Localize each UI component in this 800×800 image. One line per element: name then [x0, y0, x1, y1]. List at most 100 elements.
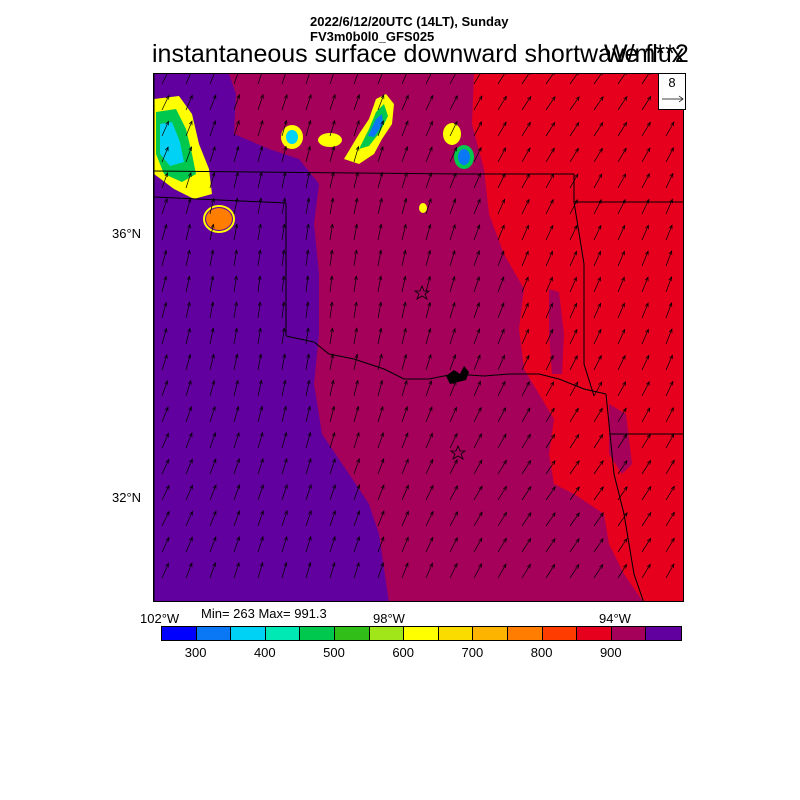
wind-vector: [353, 94, 360, 111]
wind-vector: [401, 74, 407, 85]
wind-vector: [329, 562, 335, 579]
wind-vector: [545, 96, 556, 111]
wind-vector-head: [575, 512, 580, 517]
wind-vector: [209, 406, 216, 423]
wind-vector-head: [476, 354, 481, 360]
wind-vector: [233, 562, 240, 579]
wind-vector-head: [189, 510, 193, 516]
wind-vector: [185, 146, 192, 163]
wind-vector-head: [429, 458, 434, 464]
wind-vector-head: [281, 275, 286, 281]
wind-vector-head: [380, 94, 385, 100]
wind-vector: [569, 303, 577, 319]
wind-vector-head: [670, 146, 674, 152]
wind-vector: [233, 120, 240, 137]
wind-vector-head: [165, 432, 169, 438]
wind-vector: [449, 537, 458, 553]
wind-vector: [209, 380, 215, 397]
wind-vector: [209, 276, 214, 293]
wind-vector-head: [501, 198, 505, 204]
wind-vector-head: [428, 406, 433, 412]
wind-vector: [377, 458, 385, 475]
colorbar-tick-label: 300: [184, 645, 207, 660]
wind-vector: [665, 512, 675, 527]
wind-vector: [377, 432, 384, 449]
wind-vector: [449, 485, 458, 501]
wind-vector: [185, 406, 192, 423]
wind-vector: [281, 94, 288, 111]
wind-vector: [497, 433, 507, 449]
wind-vector-head: [551, 486, 556, 491]
wind-vector: [377, 94, 385, 111]
wind-vector: [209, 146, 216, 163]
wind-vector-head: [330, 197, 335, 203]
wind-vector-head: [356, 94, 360, 99]
wind-vector-head: [574, 407, 579, 413]
wind-vector-head: [165, 510, 170, 516]
kansas-oklahoma-border: [154, 170, 574, 175]
wind-vector: [473, 433, 482, 449]
wind-vector-head: [551, 538, 556, 543]
wind-vector-head: [306, 379, 311, 385]
wind-vector-head: [210, 327, 215, 333]
wind-vector-head: [623, 121, 628, 127]
wind-vector-head: [669, 380, 674, 386]
wind-vector: [353, 354, 358, 371]
wind-vector: [593, 277, 601, 293]
wind-vector: [305, 250, 309, 267]
wind-vector: [185, 224, 191, 241]
wind-vector: [233, 276, 237, 293]
wind-vector-head: [284, 93, 288, 99]
wind-vector-head: [429, 94, 434, 100]
wind-vector: [593, 381, 603, 397]
wind-vector: [353, 224, 358, 241]
cloud-cell-north-b: [318, 133, 342, 147]
wind-vector: [281, 74, 286, 85]
oklahoma-east-border: [573, 174, 595, 397]
wind-vector-head: [621, 250, 625, 256]
wind-vector-head: [599, 538, 604, 543]
wind-vector: [569, 460, 580, 475]
wind-vector-head: [188, 562, 193, 568]
wind-vector: [233, 458, 240, 475]
wind-vector: [497, 199, 505, 215]
wind-vector-head: [283, 119, 288, 125]
wind-vector: [281, 198, 286, 215]
wind-vector: [521, 303, 529, 319]
wind-vector-head: [527, 485, 532, 491]
wind-vector-head: [307, 405, 311, 411]
wind-vector: [641, 512, 652, 527]
wind-vector: [305, 484, 312, 501]
wind-vector-head: [331, 405, 335, 411]
wind-vector: [497, 74, 505, 85]
wind-vector-head: [188, 406, 192, 411]
wind-vector-head: [378, 275, 383, 281]
wind-vector: [185, 562, 193, 579]
wind-vector-head: [428, 146, 433, 152]
wind-vector: [545, 225, 554, 241]
wind-vector: [257, 354, 262, 371]
wind-vector-head: [211, 379, 216, 385]
wind-vector-head: [526, 407, 531, 413]
wind-vector: [329, 146, 335, 163]
wind-vector: [521, 251, 529, 267]
wind-vector: [497, 225, 505, 241]
wind-vector: [257, 74, 262, 85]
wind-vector-head: [478, 563, 483, 568]
wind-vector-head: [645, 381, 650, 386]
wind-vector: [161, 121, 169, 137]
colorbar-tick-label: 900: [599, 645, 622, 660]
wind-vector: [281, 302, 285, 319]
wind-vector-head: [645, 354, 650, 360]
wind-vector: [617, 460, 628, 475]
wind-vector: [641, 74, 649, 85]
wind-vector-head: [380, 120, 384, 125]
wind-vector-head: [598, 381, 603, 387]
wind-vector: [425, 276, 431, 293]
wind-vector-head: [622, 173, 627, 178]
wind-vector: [281, 354, 286, 371]
wind-vector-head: [212, 405, 216, 411]
wind-vector-head: [551, 433, 556, 439]
wind-vector-head: [356, 536, 360, 541]
wind-vector: [377, 224, 382, 241]
